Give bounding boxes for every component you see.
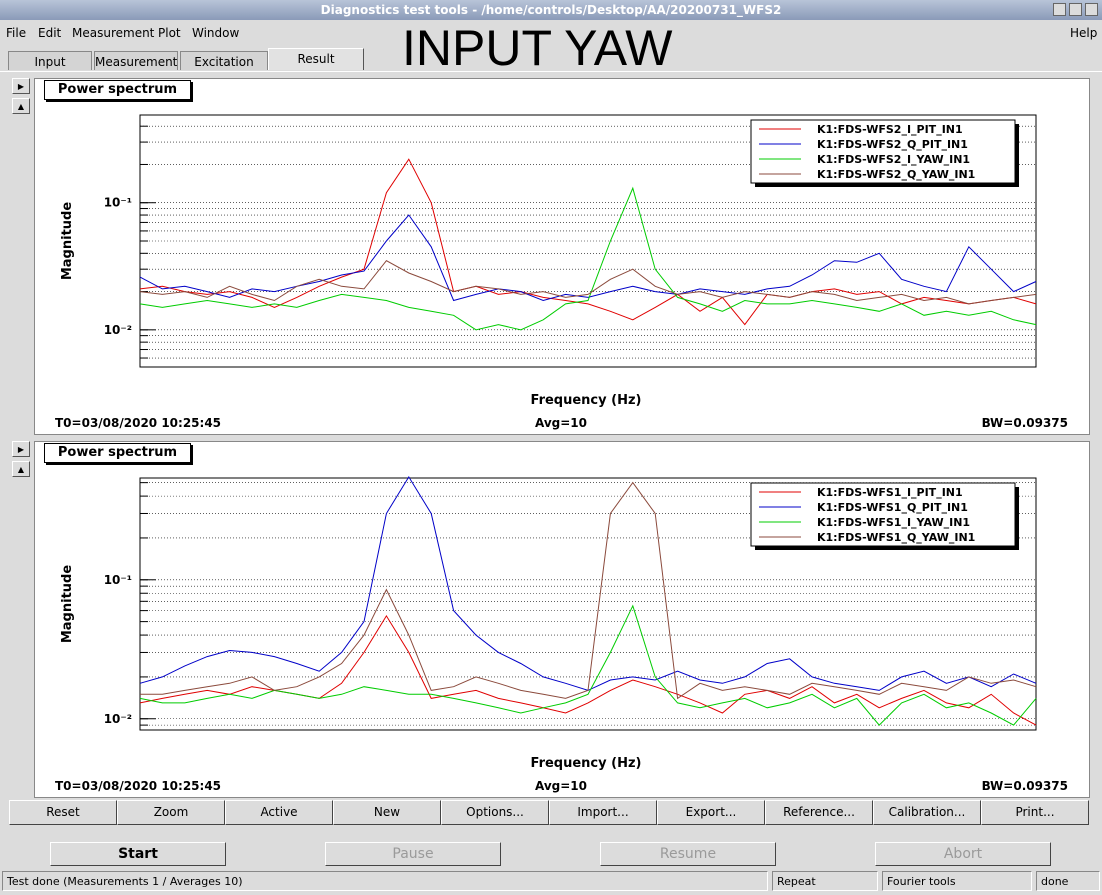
series-line [139, 186, 1037, 331]
legend-label: K1:FDS-WFS1_I_PIT_IN1 [817, 486, 963, 499]
legend-label: K1:FDS-WFS1_I_YAW_IN1 [817, 516, 970, 529]
annotation-bw: BW=0.09375 [982, 779, 1068, 793]
menu-item[interactable]: Measurement [72, 26, 155, 40]
title-bar: Diagnostics test tools - /home/controls/… [0, 0, 1102, 20]
y-tick-label: 10⁻² [104, 712, 132, 726]
y-tick-label: 10⁻² [104, 323, 132, 337]
resume-button[interactable]: Resume [600, 842, 776, 866]
y-tick-label: 10⁻¹ [104, 196, 132, 210]
toolbar-button[interactable]: Reset [9, 800, 117, 825]
y-axis-label: Magnitude [60, 565, 75, 644]
series-line [139, 214, 1037, 302]
plot-panel: 10⁻² 10⁻¹ Magnitude Frequency (Hz) T0=03/08/… [34, 78, 1090, 435]
toolbar-button[interactable]: Import... [549, 800, 657, 825]
legend [750, 482, 1016, 547]
annotation-bw: BW=0.09375 [982, 416, 1068, 430]
pause-button[interactable]: Pause [325, 842, 501, 866]
close-button[interactable] [1085, 3, 1098, 16]
menu-item[interactable]: Edit [38, 26, 62, 40]
toolbar-button[interactable]: New [333, 800, 441, 825]
tab-selected[interactable]: Result [268, 48, 364, 70]
maximize-button[interactable] [1069, 3, 1082, 16]
toolbar-button[interactable]: Export... [657, 800, 765, 825]
start-button[interactable]: Start [50, 842, 226, 866]
y-axis-label: Magnitude [60, 202, 75, 281]
x-axis-label: Frequency (Hz) [531, 393, 642, 408]
menu-item[interactable]: Window [192, 26, 240, 40]
tab[interactable]: Excitation [180, 51, 268, 70]
overlay-text: INPUT YAW [402, 20, 673, 76]
toolbar-button[interactable]: Calibration... [873, 800, 981, 825]
series-line [139, 260, 1037, 305]
annotation-avg: Avg=10 [535, 779, 587, 793]
legend-label: K1:FDS-WFS2_I_YAW_IN1 [817, 153, 970, 166]
toolbar-button[interactable]: Print... [981, 800, 1089, 825]
series-line [139, 604, 1037, 726]
legend-label: K1:FDS-WFS2_Q_YAW_IN1 [817, 168, 975, 181]
annotation-t0: T0=03/08/2020 10:25:45 [55, 416, 221, 430]
legend-label: K1:FDS-WFS1_Q_PIT_IN1 [817, 501, 968, 514]
legend-label: K1:FDS-WFS2_Q_PIT_IN1 [817, 138, 968, 151]
collapse-button[interactable]: ▲ [12, 461, 30, 477]
menu-item[interactable]: Help [1070, 26, 1098, 40]
panel-title: Power spectrum [44, 80, 191, 100]
y-tick-label: 10⁻¹ [104, 573, 132, 587]
legend-label: K1:FDS-WFS2_I_PIT_IN1 [817, 123, 963, 136]
legend [750, 119, 1016, 184]
x-axis-label: Frequency (Hz) [531, 756, 642, 771]
plot-panel: 10⁻² 10⁻¹ Magnitude Frequency (Hz) T0=03/08/… [34, 441, 1090, 798]
toolbar-button[interactable]: Active [225, 800, 333, 825]
annotation-t0: T0=03/08/2020 10:25:45 [55, 779, 221, 793]
status-state: done [1036, 871, 1100, 891]
tab[interactable]: Input [8, 51, 92, 70]
menu-item[interactable]: File [6, 26, 27, 40]
separator [0, 71, 1102, 72]
annotation-avg: Avg=10 [535, 416, 587, 430]
toolbar-button[interactable]: Zoom [117, 800, 225, 825]
toolbar-button[interactable]: Options... [441, 800, 549, 825]
toolbar-button[interactable]: Reference... [765, 800, 873, 825]
collapse-button[interactable]: ▲ [12, 98, 30, 114]
chart: 10⁻² 10⁻¹ Magnitude Frequency (Hz) T0=03/08/… [55, 475, 1068, 793]
status-tool: Fourier tools [882, 871, 1032, 891]
expand-button[interactable]: ▶ [12, 441, 30, 457]
menu-item[interactable]: Plot [158, 26, 181, 40]
minimize-button[interactable] [1053, 3, 1066, 16]
tab[interactable]: Measurement [94, 51, 178, 70]
series-line [139, 158, 1037, 326]
series-line [140, 481, 1037, 700]
chart: 10⁻² 10⁻¹ Magnitude Frequency (Hz) T0=03/08/… [55, 114, 1068, 430]
expand-button[interactable]: ▶ [12, 78, 30, 94]
status-message: Test done (Measurements 1 / Averages 10) [2, 871, 768, 891]
panel-title: Power spectrum [44, 443, 191, 463]
abort-button[interactable]: Abort [875, 842, 1051, 866]
legend-label: K1:FDS-WFS1_Q_YAW_IN1 [817, 531, 975, 544]
status-mode: Repeat [772, 871, 878, 891]
